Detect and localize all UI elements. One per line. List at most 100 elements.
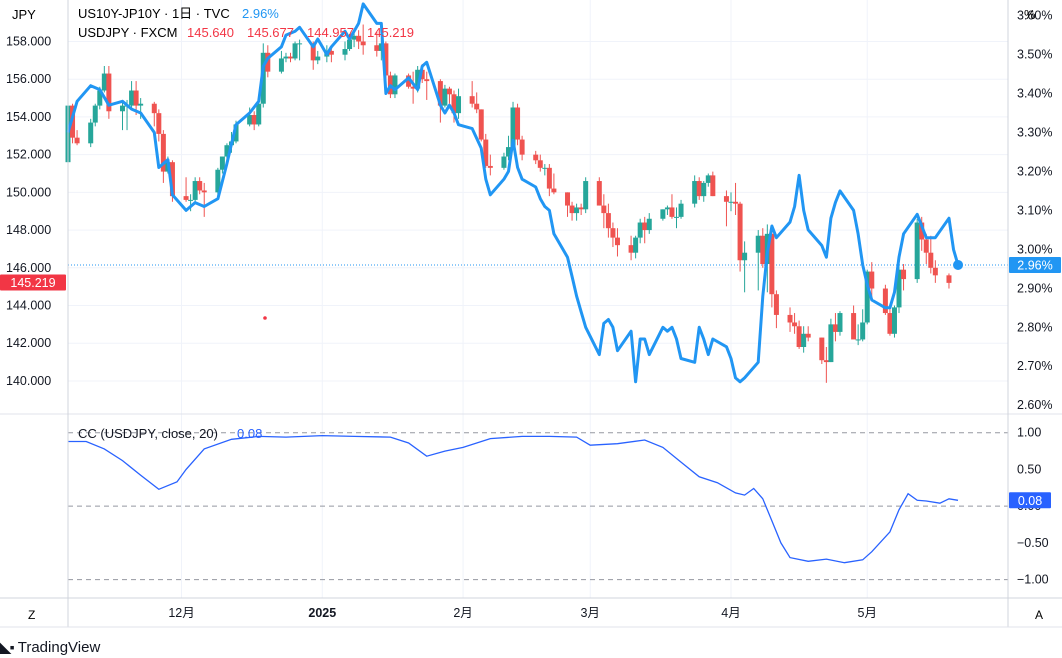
candle-body — [610, 228, 616, 238]
candle — [837, 311, 843, 336]
left-tick-label: 148.000 — [6, 223, 51, 237]
candle — [451, 90, 457, 123]
candle-body — [837, 313, 843, 332]
candle — [183, 177, 189, 202]
candle-body — [133, 90, 139, 106]
series2-low: 144.957 — [307, 25, 354, 40]
candle-body — [660, 209, 666, 219]
candle-body — [129, 90, 135, 106]
x-tick-label: 3月 — [580, 606, 599, 620]
candle-body — [864, 271, 870, 323]
candle-body — [74, 137, 80, 144]
candle-body — [224, 145, 230, 157]
candle-body — [515, 107, 521, 140]
right-scale-button[interactable]: A — [1035, 608, 1043, 622]
candle — [151, 101, 157, 127]
candle-body — [646, 218, 652, 231]
candle — [610, 222, 616, 248]
candle-body — [119, 105, 125, 112]
candle-body — [392, 75, 398, 95]
candle-body — [233, 124, 239, 142]
candle-body — [823, 360, 829, 363]
candle — [101, 66, 107, 93]
candle — [92, 103, 98, 127]
candle-body — [283, 56, 289, 59]
candle — [156, 109, 162, 142]
left-tick-label: 142.000 — [6, 336, 51, 350]
candle-body — [374, 45, 380, 51]
candle-body — [406, 75, 412, 87]
candle-body — [469, 96, 475, 104]
candle-body — [437, 81, 443, 106]
candle-body — [151, 103, 157, 114]
candle — [901, 264, 907, 291]
candle-body — [578, 207, 584, 210]
candle-body — [442, 88, 448, 106]
tradingview-brand[interactable]: ◣▪ TradingView — [0, 637, 100, 658]
candle-body — [260, 52, 266, 104]
candle-body — [787, 314, 793, 323]
candle-body — [923, 239, 929, 253]
candle-body — [256, 103, 262, 125]
candle — [605, 203, 611, 238]
candle-body — [664, 207, 670, 210]
candle-body — [297, 43, 303, 45]
axes: 140.000 142.000 144.000 146.000 148.000 150.0… — [0, 0, 1062, 628]
candle-body — [723, 196, 729, 202]
x-tick-label: 12月 — [168, 606, 194, 620]
candle-body — [247, 115, 253, 125]
left-scale-button[interactable]: Z — [28, 608, 35, 622]
candle — [456, 88, 462, 119]
left-tick-label: 140.000 — [6, 374, 51, 388]
series1-value: 2.96% — [242, 6, 279, 21]
chart-canvas: 140.000 142.000 144.000 146.000 148.000 150.0… — [0, 0, 1062, 628]
candle-body — [215, 169, 221, 193]
right-tick-label: 2.70% — [1017, 359, 1052, 373]
candle-body — [192, 181, 198, 200]
candle-body — [773, 294, 779, 315]
candle — [88, 118, 94, 148]
candle — [869, 262, 875, 300]
candle-body — [278, 58, 284, 72]
candle-body — [101, 73, 107, 91]
candle — [542, 164, 548, 176]
candle — [669, 194, 675, 219]
candle-body — [446, 88, 452, 95]
tradingview-logo-icon: ◣▪ — [0, 639, 15, 655]
price-badge-bg — [0, 274, 66, 291]
spread-last-dot — [953, 259, 964, 270]
candle-body — [755, 235, 761, 253]
candle-body — [614, 237, 620, 246]
left-tick-label: 144.000 — [6, 299, 51, 313]
candle-body — [928, 252, 934, 268]
left-tick-label: 154.000 — [6, 110, 51, 124]
candle — [932, 260, 938, 283]
candle-body — [769, 233, 775, 295]
candle-body — [183, 196, 189, 200]
candle-body — [760, 235, 766, 265]
candle — [928, 235, 934, 274]
candle — [896, 265, 902, 314]
candle-body — [851, 313, 857, 340]
cc-badge-bg — [1009, 492, 1051, 509]
price-badge: 145.219 — [0, 274, 66, 291]
candle-body — [678, 203, 684, 217]
candle — [787, 307, 793, 332]
cc-badge: 0.08 — [1009, 492, 1051, 509]
candle — [819, 337, 825, 364]
candle-body — [669, 207, 675, 217]
candle-body — [537, 160, 543, 168]
candle — [501, 152, 507, 170]
candle — [519, 135, 525, 161]
candle — [728, 192, 734, 212]
candle-body — [351, 35, 357, 40]
candle — [760, 228, 766, 268]
candle-body — [674, 216, 680, 218]
series2-title: USDJPY · FXCM — [78, 25, 177, 40]
candle-body — [805, 333, 811, 338]
candle — [342, 41, 348, 61]
series2-open: 145.640 — [187, 25, 234, 40]
candle — [828, 318, 834, 363]
cc-tick-label: 1.00 — [1017, 426, 1041, 440]
candle-body — [410, 86, 416, 89]
